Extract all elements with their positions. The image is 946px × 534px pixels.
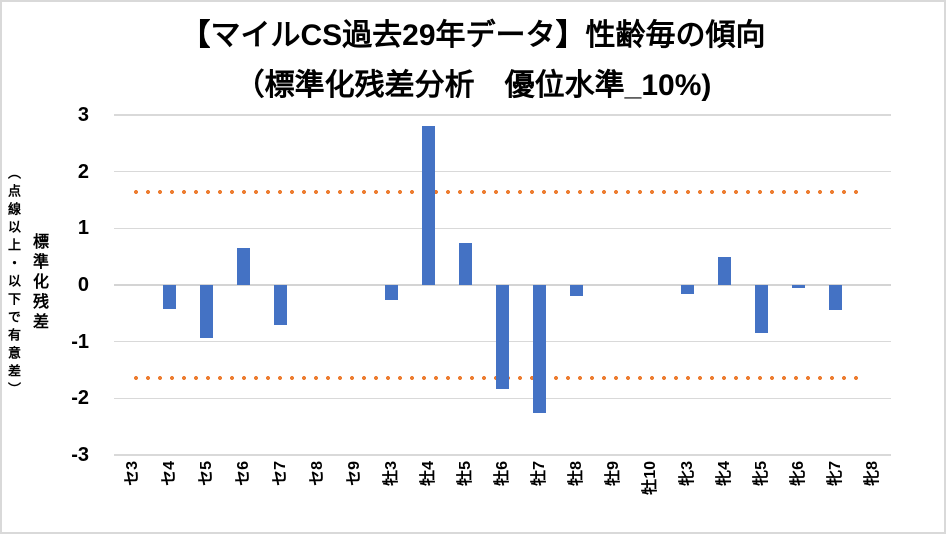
gridline <box>114 454 891 456</box>
bar-牝7 <box>829 285 842 310</box>
x-axis-label-text: 牡9 <box>604 461 622 486</box>
y-axis-tick-label: 2 <box>77 160 89 183</box>
bar-牡7 <box>533 285 546 413</box>
gridline <box>114 114 891 116</box>
x-axis-label-text: 牝8 <box>863 461 881 486</box>
bar-牡3 <box>385 285 398 300</box>
y-axis-tick-label: 3 <box>77 104 89 126</box>
y-axis-title: 標準化残差 （点線以上・以下で有意差） <box>4 113 50 453</box>
x-axis-label-text: 牡8 <box>567 461 585 486</box>
x-axis-label-text: セ7 <box>271 461 289 486</box>
x-axis-label-text: 牝7 <box>826 461 844 486</box>
x-axis-label-text: セ8 <box>308 461 326 486</box>
significance-dotted-line <box>130 189 866 194</box>
chart-subtitle: （標準化残差分析 優位水準_10%) <box>234 69 712 102</box>
y-axis-title-main: 標準化残差 <box>30 233 47 333</box>
bar-牝3 <box>681 285 694 295</box>
bar-牝5 <box>755 285 768 333</box>
bar-セ4 <box>163 285 176 310</box>
bar-セ6 <box>237 247 250 285</box>
x-axis-label-text: セ6 <box>234 461 252 486</box>
x-axis-label-text: 牡7 <box>530 461 548 486</box>
y-axis-tick-label: -2 <box>71 387 89 410</box>
gridline <box>114 397 891 400</box>
chart-title: 【マイルCS過去29年データ】性齢毎の傾向 <box>180 19 766 52</box>
x-axis-label-text: 牝5 <box>752 461 770 486</box>
x-axis-label-text: セ3 <box>123 461 141 486</box>
x-axis-label-text: 牝3 <box>678 461 696 486</box>
x-axis-label-text: 牡10 <box>641 461 659 495</box>
x-axis-label-text: 牡6 <box>493 461 511 486</box>
x-axis-label-text: 牝6 <box>789 461 807 486</box>
x-axis-label-text: 牡5 <box>456 461 474 486</box>
y-axis-tick-label: -1 <box>71 330 89 353</box>
bar-牡6 <box>496 285 509 390</box>
x-axis-label-text: 牡3 <box>382 461 400 486</box>
x-axis-label-text: セ5 <box>197 461 215 486</box>
bar-牡5 <box>459 242 472 285</box>
bar-牝6 <box>792 285 805 288</box>
bar-牡4 <box>422 126 435 285</box>
bar-牝4 <box>718 256 731 285</box>
y-axis-tick-label: 0 <box>77 274 89 296</box>
x-axis-label-text: 牝4 <box>715 461 733 486</box>
y-axis-title-sub: （点線以上・以下で有意差） <box>6 166 21 400</box>
x-axis-label-text: セ9 <box>345 461 363 486</box>
x-axis-label-text: 牡4 <box>419 461 437 486</box>
bar-牡8 <box>570 285 583 297</box>
gridline <box>114 227 891 230</box>
gridline <box>114 170 891 173</box>
y-axis-tick-label: 1 <box>77 217 89 240</box>
x-axis-label-text: セ4 <box>160 461 178 486</box>
bar-セ7 <box>274 285 287 326</box>
y-axis-tick-label: -3 <box>71 444 89 466</box>
bar-セ5 <box>200 285 213 339</box>
